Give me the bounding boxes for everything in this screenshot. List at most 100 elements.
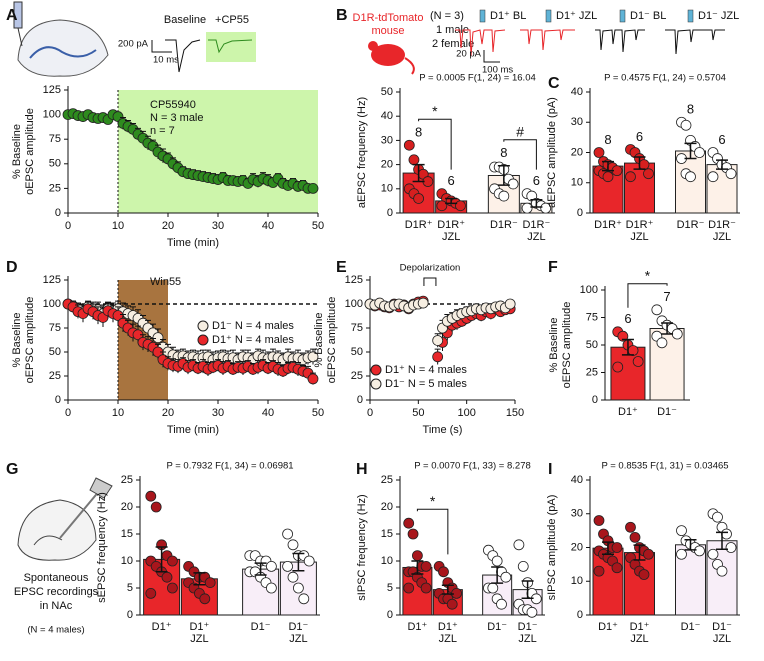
x-tick-label: D1R⁻ (490, 219, 518, 231)
legend-label: D1⁺ N = 4 males (385, 364, 467, 376)
legend-marker (197, 320, 209, 332)
data-point (521, 202, 533, 214)
data-point (491, 555, 503, 567)
legend-label: D1⁻ N = 4 males (212, 320, 294, 332)
x-tick-label: JZL (289, 633, 307, 645)
y-axis-label: oEPSC amplitude (561, 302, 573, 389)
y-axis-label: % Baseline (548, 317, 560, 372)
data-point (694, 147, 705, 158)
x-tick-label: 150 (506, 407, 524, 419)
error-bar (254, 562, 267, 576)
data-point (152, 332, 164, 344)
scale-label: 10 ms (153, 55, 179, 66)
error-bar (633, 156, 646, 170)
data-point (438, 566, 449, 578)
significance-label: * (432, 103, 438, 119)
y-tick-label: 20 (121, 501, 133, 513)
error-bar (193, 572, 206, 586)
data-point (725, 168, 737, 180)
y-tick-label: 10 (381, 555, 393, 567)
data-point (487, 582, 499, 594)
y-tick-label: 75 (49, 133, 61, 145)
significance-label: * (645, 268, 651, 284)
y-tick-label: 25 (351, 370, 363, 382)
data-point (403, 139, 415, 151)
data-point (166, 582, 178, 594)
data-point (446, 598, 458, 610)
data-point (432, 335, 444, 346)
n-label: 6 (718, 132, 725, 147)
data-point (307, 351, 319, 363)
data-point (307, 373, 319, 385)
y-tick-label: 20 (381, 501, 393, 513)
brain-schematic (17, 477, 113, 561)
x-tick-label: D1R⁻ (522, 219, 550, 231)
x-tick-label: D1R⁺ (405, 219, 433, 231)
stats: P = 0.4575 F(1, 24) = 0.5704 (604, 73, 726, 84)
schematic-text: EPSC recordings (14, 586, 99, 598)
y-axis-label: aEPSC frequency (Hz) (356, 97, 368, 208)
x-tick-label: JZL (713, 633, 731, 645)
schematic-text: in NAc (40, 600, 73, 612)
y-tick-label: 0 (577, 609, 583, 621)
x-tick-label: JZL (527, 231, 545, 243)
x-tick-label: D1⁺ (438, 621, 458, 633)
x-tick-label: D1⁺ (618, 406, 638, 418)
n-label: 6 (448, 173, 455, 188)
x-tick-label: 0 (367, 407, 373, 419)
significance-label: * (430, 493, 436, 509)
cohort: 2 female (432, 38, 474, 50)
x-tick-label: JZL (518, 633, 536, 645)
x-tick-label: 20 (162, 407, 174, 419)
data-point (411, 550, 423, 561)
significance-bracket (416, 508, 449, 555)
data-point (287, 571, 299, 583)
y-tick-label: 20 (571, 146, 583, 158)
trace (520, 29, 575, 51)
legend-marker (370, 378, 382, 390)
data-point (420, 561, 432, 572)
error-bar (633, 544, 646, 561)
scale-label: 100 ms (482, 65, 513, 76)
significance-bracket (503, 139, 537, 170)
panel-letter: C (548, 75, 560, 92)
data-point (496, 598, 507, 610)
y-tick-label: 5 (127, 582, 133, 594)
error-bar (491, 566, 504, 584)
error-bar (684, 538, 697, 551)
drug-box (206, 32, 256, 62)
x-tick-label: D1⁺ (152, 621, 172, 633)
x-tick-label: 50 (412, 407, 424, 419)
data-point (513, 539, 525, 551)
x-tick-label: 0 (65, 220, 71, 232)
panel-letter: F (548, 259, 558, 276)
data-point (627, 345, 639, 356)
x-tick-label: D1R⁻ (708, 219, 736, 231)
n-label: 7 (663, 289, 670, 304)
mouse-icon (368, 41, 415, 75)
x-tick-label: 40 (262, 407, 274, 419)
event-marker (423, 277, 437, 286)
x-tick-label: D1R⁺ (437, 219, 465, 231)
y-tick-label: 10 (571, 575, 583, 587)
stats: P = 0.7932 F(1, 34) = 0.06981 (166, 461, 293, 472)
annotation: Win55 (150, 276, 181, 288)
data-point (638, 569, 650, 580)
x-tick-label: JZL (630, 633, 648, 645)
data-point (500, 571, 512, 583)
y-tick-label: 15 (121, 528, 133, 540)
y-tick-label: 30 (381, 134, 393, 146)
data-point (413, 193, 425, 204)
data-point (145, 490, 157, 502)
x-tick-label: JZL (442, 231, 460, 243)
trace-label: D1⁻ JZL (698, 10, 739, 22)
y-axis-label: % Baseline (11, 312, 23, 367)
y-tick-label: 0 (577, 207, 583, 219)
error-bar (602, 160, 614, 172)
data-point (617, 330, 629, 342)
trace (165, 39, 201, 73)
data-point (712, 511, 723, 523)
x-tick-label: 10 (112, 220, 124, 232)
data-point (638, 159, 650, 171)
error-bar (411, 560, 424, 575)
